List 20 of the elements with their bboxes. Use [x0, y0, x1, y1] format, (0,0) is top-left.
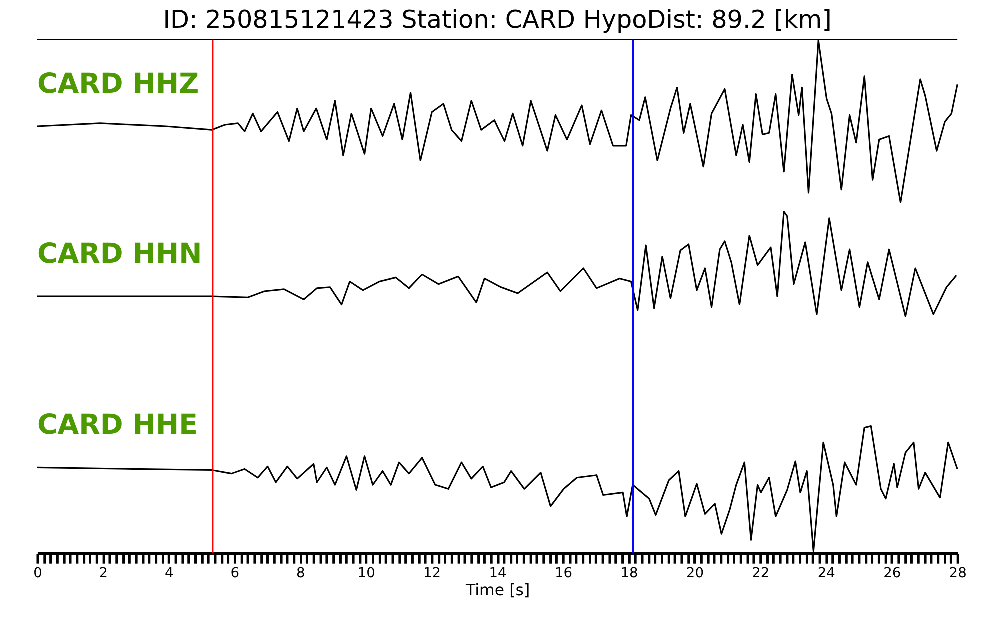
x-tick-label: 12 — [424, 566, 442, 582]
series-label: CARD HHZ — [37, 66, 200, 100]
series-label: CARD HHN — [37, 237, 202, 270]
x-axis-title: Time [s] — [464, 580, 530, 600]
x-tick-label: 10 — [358, 566, 376, 582]
x-tick-label: 26 — [884, 566, 902, 582]
x-tick-label: 16 — [554, 566, 573, 582]
x-tick-label: 8 — [296, 566, 306, 582]
x-tick-label: 4 — [165, 566, 174, 582]
x-tick-label: 2 — [99, 566, 108, 582]
x-tick-label: 22 — [752, 566, 770, 582]
x-tick-label: 6 — [230, 566, 240, 582]
x-tick-label: 14 — [489, 566, 507, 582]
x-tick-label: 18 — [620, 566, 638, 582]
series-label: CARD HHE — [37, 408, 198, 442]
x-tick-label: 24 — [818, 566, 836, 582]
x-tick-label: 28 — [949, 566, 967, 582]
x-tick-label: 20 — [686, 566, 704, 582]
chart-title: ID: 250815121423 Station: CARD HypoDist: 89.2 [km] — [163, 5, 832, 34]
x-tick-label: 0 — [34, 566, 42, 582]
